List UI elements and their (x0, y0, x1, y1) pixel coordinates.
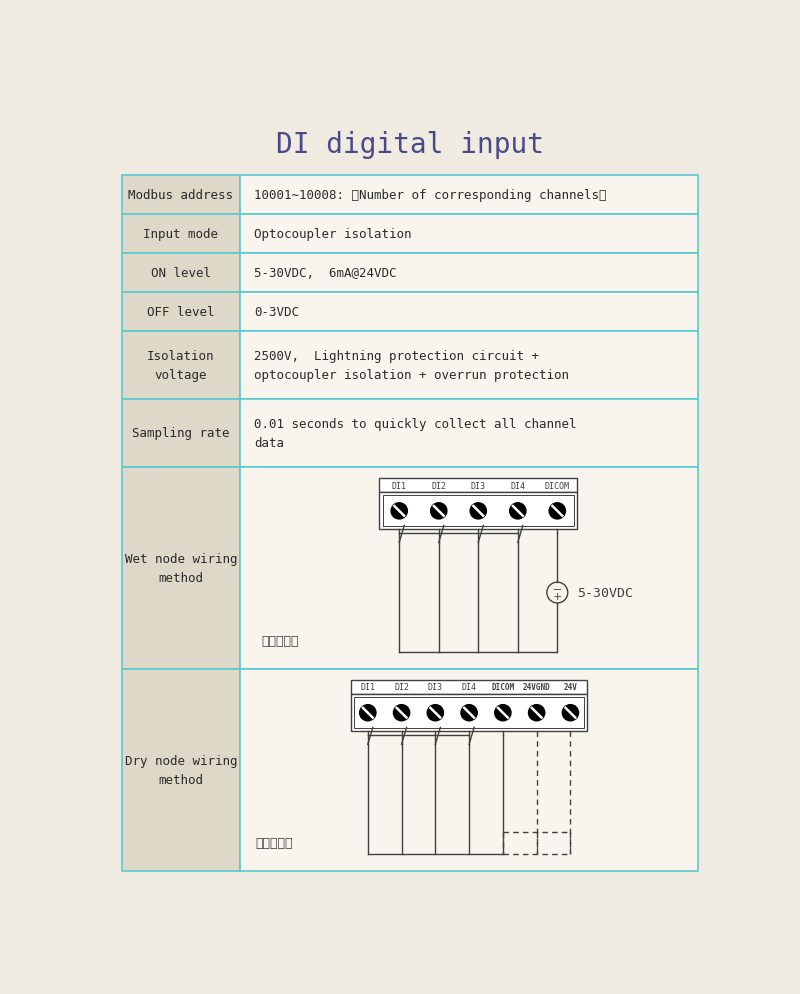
Bar (122, 669, 240, 871)
Bar (122, 253, 240, 292)
Text: −: − (553, 584, 562, 594)
Circle shape (391, 503, 407, 520)
Text: DI1: DI1 (360, 683, 375, 692)
Circle shape (510, 503, 526, 520)
Circle shape (427, 705, 443, 721)
Circle shape (562, 705, 578, 721)
Bar (122, 175, 240, 215)
Bar (240, 215, 698, 253)
Text: Isolation
voltage: Isolation voltage (147, 349, 214, 382)
Text: DICOM: DICOM (545, 481, 570, 490)
Text: Sampling rate: Sampling rate (132, 427, 230, 440)
Bar (382, 496, 574, 527)
Text: Modbus address: Modbus address (128, 189, 234, 202)
Text: DI4: DI4 (462, 683, 477, 692)
Text: Wet node wiring
method: Wet node wiring method (125, 553, 237, 584)
Text: DI4: DI4 (510, 481, 526, 490)
Bar (240, 669, 698, 871)
Text: DI3: DI3 (428, 683, 443, 692)
Bar (379, 478, 577, 493)
Text: DI3: DI3 (470, 481, 486, 490)
Circle shape (461, 705, 478, 721)
Text: 0-3VDC: 0-3VDC (254, 305, 299, 318)
Bar (240, 175, 698, 215)
Text: DI2: DI2 (394, 683, 409, 692)
Text: +: + (553, 591, 562, 601)
Bar (351, 680, 587, 695)
Text: 10001∼10008: ＜Number of corresponding channels＞: 10001∼10008: ＜Number of corresponding ch… (254, 189, 606, 202)
Bar (122, 400, 240, 467)
Bar (240, 467, 698, 669)
Text: Dry node wiring
method: Dry node wiring method (125, 754, 237, 786)
Bar (351, 695, 587, 732)
Bar (354, 698, 584, 729)
Text: 24V: 24V (563, 683, 578, 692)
Text: Input mode: Input mode (143, 228, 218, 241)
Bar (122, 467, 240, 669)
Text: 现场常开点: 现场常开点 (255, 836, 293, 849)
Bar (240, 331, 698, 400)
Circle shape (394, 705, 410, 721)
Text: 0.01 seconds to quickly collect all channel
data: 0.01 seconds to quickly collect all chan… (254, 417, 576, 449)
Bar (122, 215, 240, 253)
Text: 现场常开点: 现场常开点 (262, 634, 299, 648)
Bar (379, 493, 577, 530)
Bar (240, 292, 698, 331)
Text: DICOM: DICOM (491, 683, 514, 692)
Bar (122, 331, 240, 400)
Text: DI2: DI2 (431, 481, 446, 490)
Text: 24VGND: 24VGND (522, 683, 550, 692)
Text: chyi: chyi (284, 531, 425, 590)
Text: DI digital input: DI digital input (276, 130, 544, 159)
Bar (240, 253, 698, 292)
Circle shape (549, 503, 566, 520)
Text: ON level: ON level (151, 266, 211, 279)
Circle shape (360, 705, 376, 721)
Circle shape (529, 705, 545, 721)
Circle shape (494, 705, 511, 721)
Text: OFF level: OFF level (147, 305, 214, 318)
Bar (240, 400, 698, 467)
Text: 2500V,  Lightning protection circuit +
optocoupler isolation + overrun protectio: 2500V, Lightning protection circuit + op… (254, 349, 569, 382)
Bar (122, 292, 240, 331)
Text: 5-30VDC,  6mA@24VDC: 5-30VDC, 6mA@24VDC (254, 266, 396, 279)
Circle shape (470, 503, 486, 520)
Text: Optocoupler isolation: Optocoupler isolation (254, 228, 411, 241)
Text: 5-30VDC: 5-30VDC (577, 586, 633, 599)
Circle shape (430, 503, 447, 520)
Text: DI1: DI1 (392, 481, 406, 490)
